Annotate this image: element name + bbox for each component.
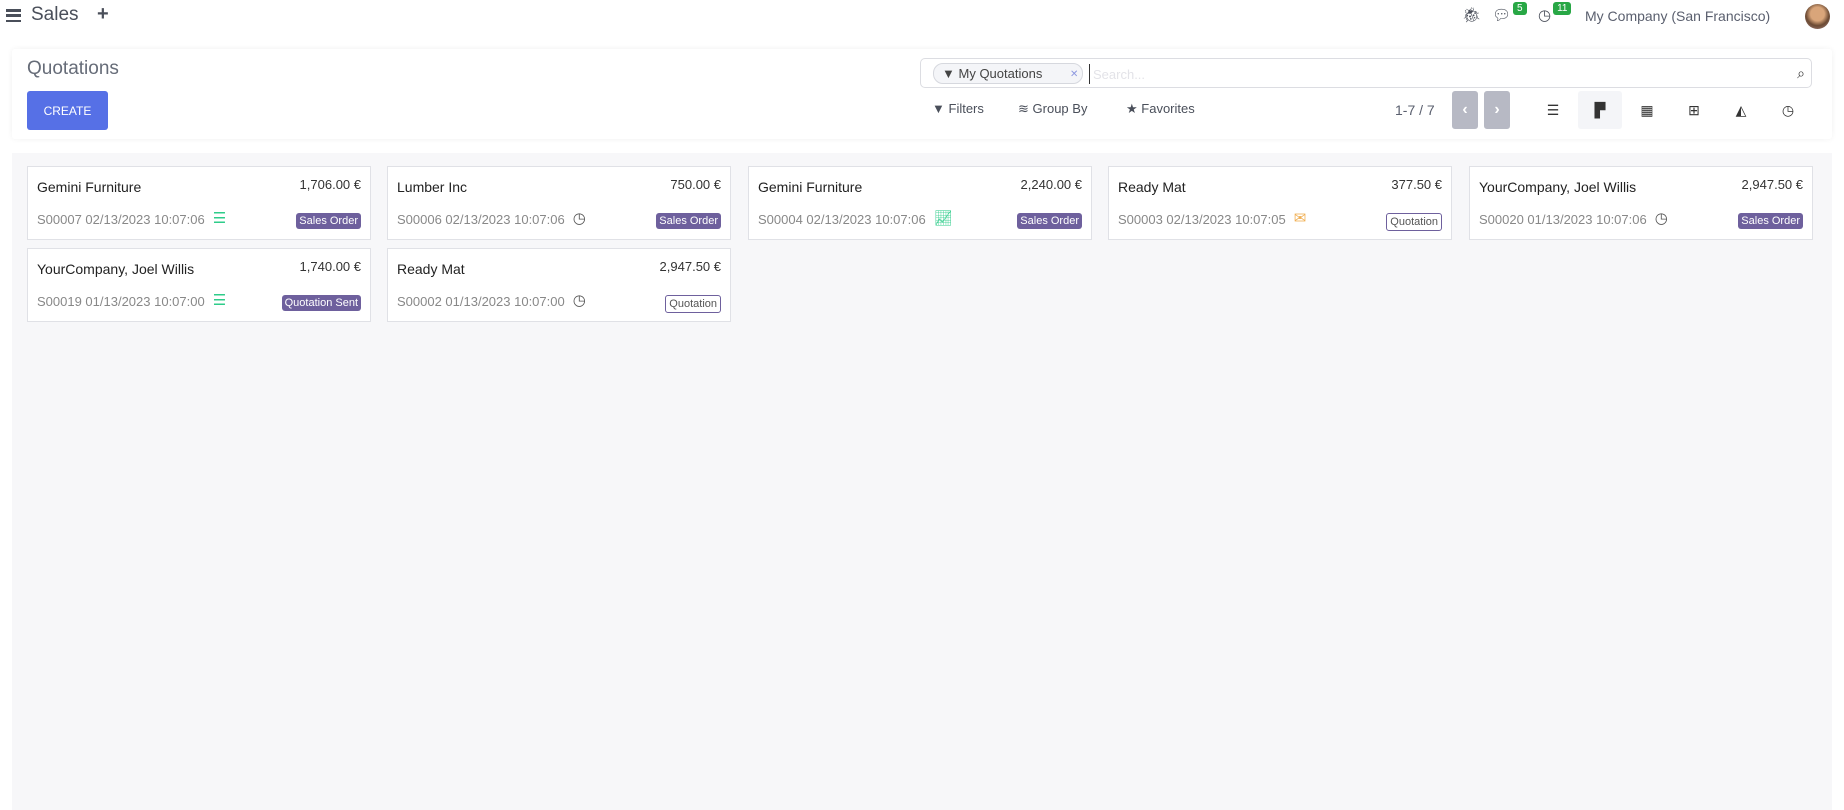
status-badge: Sales Order	[296, 213, 361, 229]
favorites-button[interactable]: ★ Favorites	[1126, 101, 1195, 117]
filter-icon: ▼	[932, 101, 945, 116]
search-input[interactable]	[1093, 63, 1773, 85]
kanban-card[interactable]: YourCompany, Joel Willis 2,947.50 € S000…	[1469, 166, 1813, 240]
tasks-icon[interactable]: ☰	[212, 292, 227, 309]
line-chart-icon[interactable]: 📈︎	[933, 210, 953, 227]
envelope-icon[interactable]: ✉	[1293, 210, 1307, 227]
groupby-button[interactable]: ≋ Group By	[1018, 101, 1087, 117]
activities-button[interactable]: ◷ 11	[1538, 2, 1572, 24]
search-facet: ▼ My Quotations ✕	[933, 63, 1083, 84]
card-customer: YourCompany, Joel Willis	[37, 261, 195, 277]
view-graph-button[interactable]: ◭	[1719, 91, 1763, 129]
status-badge: Sales Order	[1017, 213, 1082, 229]
card-amount: 2,240.00 €	[1020, 177, 1082, 192]
card-amount: 2,947.50 €	[1741, 177, 1803, 192]
clock-icon[interactable]: ◷	[572, 210, 586, 227]
pager-previous-button[interactable]: ‹	[1452, 91, 1478, 129]
card-reference: S00002 01/13/2023 10:07:00	[397, 293, 565, 309]
star-icon: ★	[1126, 101, 1138, 116]
facet-label: My Quotations	[958, 66, 1043, 81]
filters-button[interactable]: ▼ Filters	[932, 101, 984, 116]
view-pivot-button[interactable]: ⊞	[1672, 91, 1716, 129]
status-badge: Quotation	[665, 295, 721, 313]
kanban-card[interactable]: YourCompany, Joel Willis 1,740.00 € S000…	[27, 248, 371, 322]
filters-label: Filters	[948, 101, 984, 116]
card-reference: S00020 01/13/2023 10:07:06	[1479, 211, 1647, 227]
status-badge: Sales Order	[1738, 213, 1803, 229]
view-list-button[interactable]: ☰	[1531, 91, 1575, 129]
groupby-label: Group By	[1032, 101, 1088, 116]
card-footer: S00020 01/13/2023 10:07:06 ◷	[1479, 211, 1668, 227]
card-footer: S00002 01/13/2023 10:07:00 ◷	[397, 293, 586, 309]
kanban-card[interactable]: Ready Mat 2,947.50 € S00002 01/13/2023 1…	[387, 248, 731, 322]
card-reference: S00003 02/13/2023 10:07:05	[1118, 211, 1286, 227]
messages-button[interactable]: 💬︎ 5	[1492, 2, 1527, 24]
kanban-card[interactable]: Ready Mat 377.50 € S00003 02/13/2023 10:…	[1108, 166, 1452, 240]
company-switcher[interactable]: My Company (San Francisco)	[1585, 8, 1771, 24]
clock-icon: ◷	[1781, 101, 1795, 118]
chat-icon: 💬︎	[1492, 7, 1512, 24]
card-customer: Lumber Inc	[397, 179, 468, 195]
layers-icon: ≋	[1018, 101, 1029, 116]
activities-badge: 11	[1553, 2, 1572, 15]
card-amount: 377.50 €	[1391, 177, 1442, 192]
page-title: Quotations	[27, 58, 119, 79]
clock-icon[interactable]: ◷	[572, 292, 586, 309]
card-footer: S00019 01/13/2023 10:07:00 ☰	[37, 293, 226, 309]
card-reference: S00007 02/13/2023 10:07:06	[37, 211, 205, 227]
plus-icon[interactable]: +	[97, 3, 109, 25]
create-button[interactable]: CREATE	[27, 91, 108, 130]
favorites-label: Favorites	[1141, 101, 1195, 116]
hamburger-menu-icon[interactable]	[6, 9, 21, 22]
text-cursor	[1089, 64, 1090, 84]
card-footer: S00006 02/13/2023 10:07:06 ◷	[397, 211, 586, 227]
status-badge: Quotation	[1386, 213, 1442, 231]
card-amount: 1,706.00 €	[299, 177, 361, 192]
filter-icon: ▼	[942, 66, 955, 81]
remove-facet-icon[interactable]: ✕	[1070, 69, 1079, 80]
tasks-icon[interactable]: ☰	[212, 210, 227, 227]
chevron-right-icon: ›	[1494, 101, 1500, 118]
clock-icon[interactable]: ◷	[1654, 210, 1668, 227]
card-footer: S00007 02/13/2023 10:07:06 ☰	[37, 211, 226, 227]
kanban-icon: ▛	[1594, 101, 1606, 118]
pager-value[interactable]: 1-7 / 7	[1395, 102, 1435, 118]
table-icon: ⊞	[1688, 101, 1700, 118]
card-reference: S00006 02/13/2023 10:07:06	[397, 211, 565, 227]
card-customer: Gemini Furniture	[37, 179, 142, 195]
app-name[interactable]: Sales	[31, 4, 79, 25]
card-footer: S00003 02/13/2023 10:07:05 ✉	[1118, 211, 1306, 227]
view-activity-button[interactable]: ◷	[1766, 91, 1810, 129]
card-footer: S00004 02/13/2023 10:07:06 📈︎	[758, 211, 953, 227]
card-customer: YourCompany, Joel Willis	[1479, 179, 1637, 195]
kanban-card[interactable]: Gemini Furniture 1,706.00 € S00007 02/13…	[27, 166, 371, 240]
card-reference: S00004 02/13/2023 10:07:06	[758, 211, 926, 227]
search-icon[interactable]: ⌕	[1797, 65, 1805, 81]
list-icon: ☰	[1546, 101, 1560, 118]
pager-next-button[interactable]: ›	[1484, 91, 1510, 129]
card-amount: 750.00 €	[670, 177, 721, 192]
clock-icon: ◷	[1538, 7, 1552, 24]
kanban-card[interactable]: Lumber Inc 750.00 € S00006 02/13/2023 10…	[387, 166, 731, 240]
kanban-card[interactable]: Gemini Furniture 2,240.00 € S00004 02/13…	[748, 166, 1092, 240]
view-kanban-button[interactable]: ▛	[1578, 91, 1622, 129]
card-amount: 1,740.00 €	[299, 259, 361, 274]
card-customer: Gemini Furniture	[758, 179, 863, 195]
calendar-icon: ▦	[1640, 101, 1654, 118]
view-calendar-button[interactable]: ▦	[1625, 91, 1669, 129]
bug-icon[interactable]: 🐞︎	[1462, 7, 1482, 24]
card-customer: Ready Mat	[397, 261, 465, 277]
messages-badge: 5	[1513, 2, 1527, 15]
status-badge: Sales Order	[656, 213, 721, 229]
search-bar: ▼ My Quotations ✕ ⌕	[920, 58, 1812, 88]
top-navbar: Sales + 🐞︎ 💬︎ 5 ◷ 11 My Company (San Franc…	[0, 0, 1844, 34]
chevron-left-icon: ‹	[1462, 101, 1468, 118]
card-customer: Ready Mat	[1118, 179, 1186, 195]
status-badge: Quotation Sent	[281, 295, 361, 311]
card-reference: S00019 01/13/2023 10:07:00	[37, 293, 205, 309]
area-chart-icon: ◭	[1735, 101, 1747, 118]
user-avatar[interactable]	[1805, 4, 1830, 29]
card-amount: 2,947.50 €	[659, 259, 721, 274]
